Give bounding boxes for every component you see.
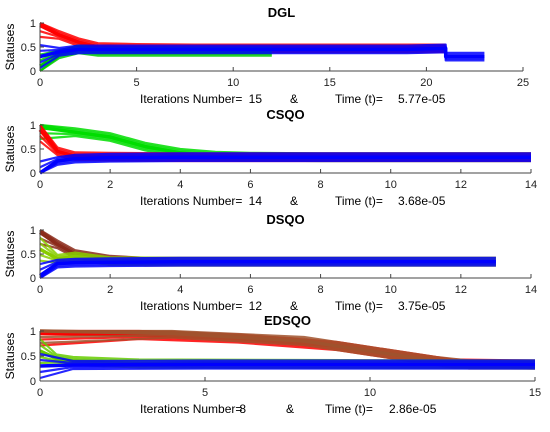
- x-tick-label: 6: [247, 284, 253, 296]
- y-tick-label: 0: [30, 376, 36, 388]
- x-tick-label: 10: [385, 284, 397, 296]
- x-tick-label: 0: [37, 179, 43, 191]
- caption-time-label: Time (t)=: [325, 402, 373, 416]
- x-tick-label: 8: [318, 179, 324, 191]
- x-tick-label: 0: [37, 77, 43, 89]
- chart-title: EDSQO: [264, 313, 311, 328]
- caption-time-value: 3.75e-05: [398, 299, 446, 313]
- caption-time-value: 5.77e-05: [398, 92, 446, 106]
- caption-iter-value: 12: [249, 299, 263, 313]
- y-axis-label: Statuses: [3, 24, 17, 71]
- caption-iter-label: Iterations Number=: [140, 194, 242, 208]
- caption-time-value: 3.68e-05: [398, 194, 446, 208]
- x-tick-label: 4: [177, 284, 183, 296]
- x-tick-label: 15: [529, 387, 541, 399]
- series-line-2: [39, 256, 496, 266]
- caption-iter-label: Iterations Number=: [140, 299, 242, 313]
- x-tick-label: 5: [202, 387, 208, 399]
- y-tick-label: 1: [30, 120, 36, 132]
- series-line-2: [39, 258, 496, 271]
- caption-iter-value: 15: [249, 92, 263, 106]
- chart-panel-dgl: DGL 0 5 10 15 20 25 0 0.5 1 Statuses Iterations Num…: [3, 5, 529, 106]
- x-tick-label: 0: [37, 284, 43, 296]
- y-tick-label: 1: [30, 326, 36, 338]
- series-line-3: [39, 358, 535, 365]
- caption-iter-value: 8: [239, 402, 246, 416]
- series-line-2: [39, 46, 485, 59]
- x-tick-label: 4: [177, 179, 183, 191]
- y-tick-label: 0.5: [21, 249, 36, 261]
- y-tick-label: 0.5: [21, 42, 36, 54]
- caption-sep: &: [290, 299, 298, 313]
- series-line-3: [39, 367, 535, 380]
- x-tick-label: 10: [227, 77, 239, 89]
- x-tick-label: 20: [420, 77, 432, 89]
- x-tick-label: 25: [517, 77, 529, 89]
- chart-title: DGL: [268, 5, 296, 20]
- caption-time-value: 2.86e-05: [389, 402, 437, 416]
- x-tick-label: 10: [385, 179, 397, 191]
- series-line-2: [39, 154, 531, 169]
- x-tick-label: 14: [525, 179, 537, 191]
- y-axis-label: Statuses: [3, 333, 17, 380]
- caption-sep: &: [286, 402, 294, 416]
- series-line-2: [39, 259, 496, 278]
- x-tick-label: 10: [364, 387, 376, 399]
- x-tick-label: 2: [107, 179, 113, 191]
- y-tick-label: 0.5: [21, 144, 36, 156]
- chart-panel-csqo: CSQO 0 2 4 6 8 10 12 14 0 0.5 1 Statuses Iterations N…: [3, 107, 537, 208]
- x-tick-label: 14: [525, 284, 537, 296]
- chart-title: CSQO: [266, 107, 304, 122]
- caption-sep: &: [290, 194, 298, 208]
- series-line-2: [39, 264, 496, 279]
- series-line-2: [39, 159, 531, 174]
- caption-iter-label: Iterations Number=: [140, 402, 242, 416]
- y-tick-label: 0: [30, 273, 36, 285]
- x-tick-label: 15: [324, 77, 336, 89]
- x-tick-label: 6: [247, 179, 253, 191]
- series-line-3: [39, 365, 535, 374]
- caption-time-label: Time (t)=: [335, 194, 383, 208]
- series-line-2: [39, 155, 531, 175]
- y-tick-label: 1: [30, 18, 36, 30]
- x-tick-label: 0: [37, 387, 43, 399]
- caption-time-label: Time (t)=: [335, 92, 383, 106]
- y-axis-label: Statuses: [3, 231, 17, 278]
- y-tick-label: 0.5: [21, 351, 36, 363]
- caption-iter-value: 14: [249, 194, 263, 208]
- y-tick-label: 0: [30, 168, 36, 180]
- y-tick-label: 0: [30, 66, 36, 78]
- series-line-3: [39, 352, 535, 363]
- y-axis-label: Statuses: [3, 126, 17, 173]
- chart-panel-dsqo: DSQO 0 2 4 6 8 10 12 14 0 0.5 1 Statuses Iterations N…: [3, 212, 537, 313]
- series-line-2: [39, 152, 531, 163]
- series-line-0: [39, 229, 496, 259]
- x-tick-label: 5: [134, 77, 140, 89]
- chart-title: DSQO: [266, 212, 304, 227]
- series-line-3: [39, 362, 535, 368]
- caption-iter-label: Iterations Number=: [140, 92, 242, 106]
- x-tick-label: 2: [107, 284, 113, 296]
- series-line-0: [39, 21, 446, 46]
- caption-time-label: Time (t)=: [335, 299, 383, 313]
- x-tick-label: 8: [318, 284, 324, 296]
- caption-sep: &: [290, 92, 298, 106]
- y-tick-label: 1: [30, 225, 36, 237]
- chart-panel-edsqo: EDSQO 0 5 10 15 0 0.5 1 Statuses Iterations Numbe…: [3, 313, 541, 416]
- x-tick-label: 12: [455, 284, 467, 296]
- series-line-1: [39, 52, 272, 72]
- x-tick-label: 12: [455, 179, 467, 191]
